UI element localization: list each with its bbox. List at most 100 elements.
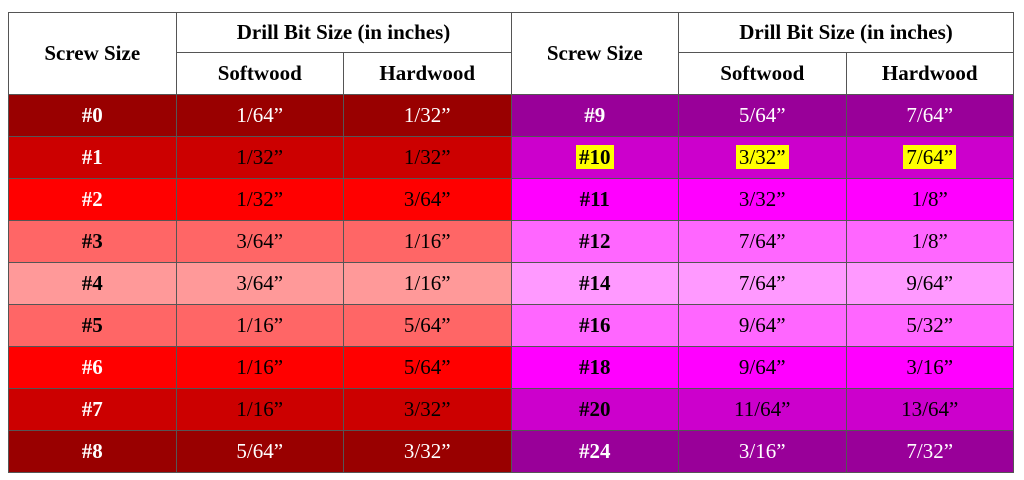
cell-text: 3/16” [738,439,786,463]
cell-text: 1/32” [403,145,451,169]
table-cell: 11/64” [678,388,847,431]
cell-text: #5 [81,313,103,337]
cell-text: #6 [81,355,103,379]
header-cell: Softwood [678,52,847,95]
cell-text: 7/64” [906,103,954,127]
table-cell: #24 [510,430,679,473]
table-cell: 5/64” [175,430,344,473]
table-cell: 1/16” [175,304,344,347]
cell-text: #18 [579,355,611,379]
cell-text: #4 [81,271,103,295]
table-cell: 1/32” [175,136,344,179]
header-cell: Softwood [175,52,344,95]
table-row: #6 1/16” 5/64” #18 9/64” 3/16” [8,346,1014,389]
cell-text: 3/32” [403,439,451,463]
table-cell: #3 [8,220,177,263]
cell-text: 3/64” [403,187,451,211]
cell-text: #11 [579,187,610,211]
table-cell: 9/64” [678,346,847,389]
table-cell: #16 [510,304,679,347]
table-cell: #1 [8,136,177,179]
cell-text: 3/16” [906,355,954,379]
cell-text: 7/32” [906,439,954,463]
table-cell: 3/32” [343,430,512,473]
cell-text: 1/32” [236,187,284,211]
table-cell: #18 [510,346,679,389]
cell-text: 7/64” [738,271,786,295]
table-row: #7 1/16” 3/32” #20 11/64” 13/64” [8,388,1014,431]
cell-text: 9/64” [906,271,954,295]
table-cell: 5/32” [845,304,1014,347]
table-cell: 7/64” [678,262,847,305]
table-cell: #8 [8,430,177,473]
table-row: #8 5/64” 3/32” #24 3/16” 7/32” [8,430,1014,473]
table-body: #0 1/64” 1/32” #9 5/64” 7/64” #1 1/32” 1/32” #10 3… [8,94,1014,473]
table-cell: 5/64” [343,304,512,347]
table-cell: #6 [8,346,177,389]
table-cell: 1/32” [175,178,344,221]
table-cell: 1/8” [845,220,1014,263]
cell-text: 1/16” [236,313,284,337]
cell-text: 5/64” [403,313,451,337]
table-cell: 5/64” [678,94,847,137]
table-cell: 7/64” [845,136,1014,179]
table-cell: 3/64” [175,220,344,263]
table-cell: #0 [8,94,177,137]
table-cell: #9 [510,94,679,137]
table-cell: 5/64” [343,346,512,389]
cell-text: 9/64” [738,313,786,337]
table-cell: #12 [510,220,679,263]
table-cell: #14 [510,262,679,305]
table-cell: 1/16” [343,220,512,263]
cell-text: #3 [81,229,103,253]
table-cell: #10 [510,136,679,179]
table-cell: 7/64” [845,94,1014,137]
cell-text: #14 [579,271,611,295]
cell-text: 5/64” [236,439,284,463]
cell-text: #7 [81,397,103,421]
table-cell: #11 [510,178,679,221]
cell-text: 1/16” [403,229,451,253]
table-cell: #2 [8,178,177,221]
table-row: #5 1/16” 5/64” #16 9/64” 5/32” [8,304,1014,347]
table-row: #4 3/64” 1/16” #14 7/64” 9/64” [8,262,1014,305]
table-cell: 1/32” [343,94,512,137]
cell-text: 5/64” [403,355,451,379]
header-cell: Screw Size [8,12,177,95]
cell-text: 11/64” [734,397,791,421]
table-cell: 1/16” [343,262,512,305]
table-cell: #5 [8,304,177,347]
table-cell: 3/32” [343,388,512,431]
cell-text: #16 [579,313,611,337]
table-cell: 13/64” [845,388,1014,431]
cell-text: #24 [579,439,611,463]
header-cell: Screw Size [510,12,679,95]
cell-text: 3/32” [738,187,786,211]
cell-text: #8 [81,439,103,463]
table-cell: 9/64” [845,262,1014,305]
table-cell: 3/16” [678,430,847,473]
table-cell: 3/64” [175,262,344,305]
table-cell: 9/64” [678,304,847,347]
table-cell: 3/32” [678,136,847,179]
cell-text: #10 [576,145,614,169]
cell-text: #20 [579,397,611,421]
cell-text: 3/64” [236,229,284,253]
table-cell: #4 [8,262,177,305]
table-row: #1 1/32” 1/32” #10 3/32” 7/64” [8,136,1014,179]
table-row: #0 1/64” 1/32” #9 5/64” 7/64” [8,94,1014,137]
table-cell: 1/16” [175,346,344,389]
table-cell: 3/64” [343,178,512,221]
table-cell: 3/32” [678,178,847,221]
cell-text: 13/64” [901,397,959,421]
cell-text: 3/32” [403,397,451,421]
table-cell: 1/32” [343,136,512,179]
cell-text: 7/64” [738,229,786,253]
cell-text: #12 [579,229,611,253]
cell-text: 1/64” [236,103,284,127]
cell-text: #0 [81,103,103,127]
cell-text: 9/64” [738,355,786,379]
header-cell: Hardwood [845,52,1014,95]
cell-text: 1/16” [236,397,284,421]
table-cell: 7/64” [678,220,847,263]
